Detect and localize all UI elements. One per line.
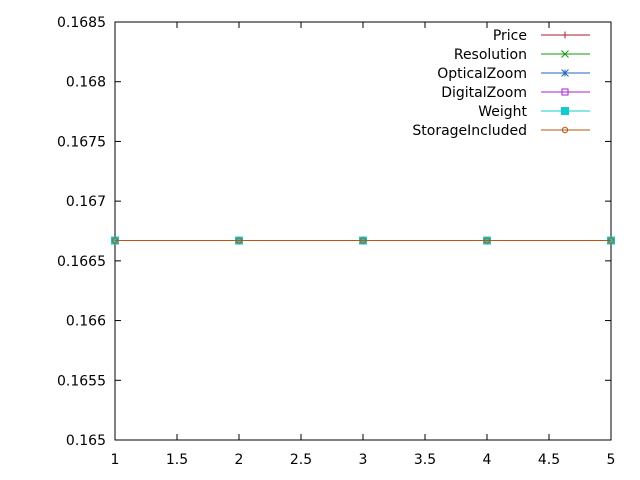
legend-label: OpticalZoom bbox=[437, 66, 527, 82]
legend-swatch-marker bbox=[561, 50, 569, 58]
y-tick-label: 0.1675 bbox=[57, 134, 106, 150]
data-point bbox=[111, 237, 119, 244]
legend-swatch-marker bbox=[561, 126, 569, 134]
legend-label: Weight bbox=[478, 104, 527, 120]
legend-label: DigitalZoom bbox=[441, 85, 527, 101]
y-tick-label: 0.167 bbox=[66, 194, 106, 210]
data-point bbox=[607, 237, 615, 244]
data-point bbox=[359, 237, 367, 244]
plot-frame bbox=[114, 21, 612, 441]
y-tick-label: 0.166 bbox=[66, 314, 106, 330]
y-axis: 0.165 0.1655 0.166 0.1665 0.167 0.1675 0.168 0.… bbox=[57, 15, 611, 449]
y-tick-label: 0.168 bbox=[66, 75, 106, 91]
x-tick-label: 5 bbox=[607, 452, 616, 468]
series-lines bbox=[111, 236, 615, 245]
data-point bbox=[483, 237, 491, 244]
data-point bbox=[235, 237, 243, 244]
legend-item: Resolution bbox=[454, 47, 590, 63]
plot-frame-group bbox=[114, 21, 612, 441]
legend: Price Resolution OpticalZoom DigitalZoom Wei… bbox=[412, 28, 590, 139]
legend-item: Weight bbox=[478, 104, 590, 120]
y-tick-label: 0.1665 bbox=[57, 254, 106, 270]
legend-item: OpticalZoom bbox=[437, 66, 590, 82]
y-tick-label: 0.1685 bbox=[57, 15, 106, 31]
y-tick-label: 0.1655 bbox=[57, 373, 106, 389]
x-axis: 1 1.5 2 2.5 3 3.5 4 4.5 5 bbox=[111, 22, 616, 468]
x-tick-label: 2 bbox=[235, 452, 244, 468]
legend-item: StorageIncluded bbox=[412, 123, 590, 139]
legend-swatch-marker bbox=[561, 69, 569, 77]
x-tick-label: 1 bbox=[111, 452, 120, 468]
legend-item: DigitalZoom bbox=[441, 85, 590, 101]
x-tick-label: 1.5 bbox=[166, 452, 188, 468]
series-StorageIncluded bbox=[111, 237, 615, 244]
legend-swatch-marker bbox=[561, 107, 569, 115]
legend-label: Resolution bbox=[454, 47, 527, 63]
x-tick-label: 3 bbox=[359, 452, 368, 468]
x-tick-label: 2.5 bbox=[290, 452, 312, 468]
x-tick-label: 3.5 bbox=[414, 452, 436, 468]
x-tick-label: 4.5 bbox=[538, 452, 560, 468]
legend-swatch-marker bbox=[561, 88, 569, 96]
legend-label: Price bbox=[493, 28, 527, 44]
legend-item: Price bbox=[493, 28, 590, 44]
y-tick-label: 0.165 bbox=[66, 433, 106, 449]
legend-swatch-marker bbox=[561, 31, 569, 39]
x-tick-label: 4 bbox=[483, 452, 492, 468]
legend-label: StorageIncluded bbox=[412, 123, 527, 139]
